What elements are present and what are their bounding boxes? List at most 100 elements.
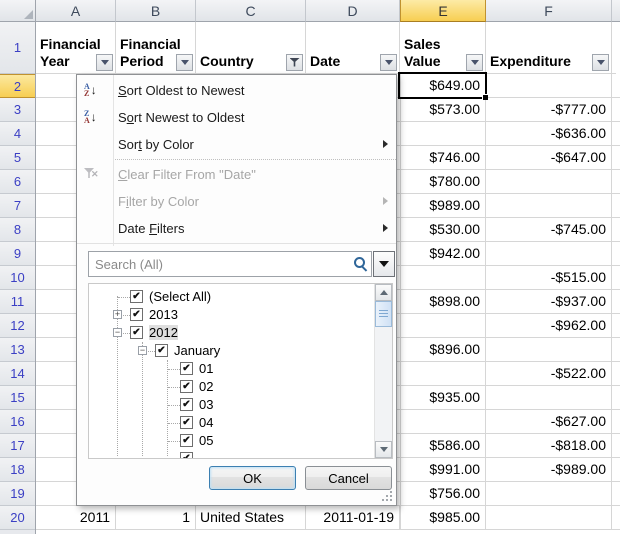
tree-item-2012[interactable]: 2012 — [89, 324, 392, 342]
row-header-5[interactable]: 5 — [0, 146, 35, 170]
cell-e7[interactable]: $989.00 — [400, 194, 486, 217]
tree-item-03[interactable]: 03 — [89, 396, 392, 414]
checkbox-checked[interactable] — [155, 344, 168, 357]
checkbox-checked[interactable] — [130, 308, 143, 321]
cell-f16[interactable]: -$627.00 — [486, 410, 612, 433]
header-cell-sales-value[interactable]: Sales Value — [400, 22, 486, 74]
cell-e19[interactable]: $756.00 — [400, 482, 486, 505]
cell-f9[interactable] — [486, 242, 612, 265]
cell-e6[interactable]: $780.00 — [400, 170, 486, 193]
tree-item-label[interactable]: (Select All) — [149, 289, 212, 304]
row-header-1[interactable]: 1 — [0, 22, 35, 74]
column-header-f[interactable]: F — [486, 0, 612, 22]
cell-e3[interactable]: $573.00 — [400, 98, 486, 121]
cell-e4[interactable] — [400, 122, 486, 145]
cell-b20[interactable]: 1 — [116, 506, 196, 529]
row-header-18[interactable]: 18 — [0, 458, 35, 482]
column-header-g-sliver[interactable] — [612, 0, 620, 22]
cell-e16[interactable] — [400, 410, 486, 433]
cell-f7[interactable] — [486, 194, 612, 217]
tree-item-label-highlighted[interactable]: 2012 — [149, 325, 178, 340]
filter-dropdown-button-expenditure[interactable] — [592, 54, 609, 71]
cell-c20[interactable]: United States — [196, 506, 306, 529]
cell-e14[interactable] — [400, 362, 486, 385]
cell-f4[interactable]: -$636.00 — [486, 122, 612, 145]
search-input[interactable] — [88, 251, 372, 277]
row-header-2-selected[interactable]: 2 — [0, 74, 35, 98]
cell-f17[interactable]: -$818.00 — [486, 434, 612, 457]
row-header-14[interactable]: 14 — [0, 362, 35, 386]
cell-e12[interactable] — [400, 314, 486, 337]
checkbox-checked[interactable] — [180, 416, 193, 429]
tree-item-04[interactable]: 04 — [89, 414, 392, 432]
row-header-8[interactable]: 8 — [0, 218, 35, 242]
select-all-corner[interactable] — [0, 0, 36, 22]
column-header-a[interactable]: A — [36, 0, 116, 22]
row-header-7[interactable]: 7 — [0, 194, 35, 218]
row-header-9[interactable]: 9 — [0, 242, 35, 266]
row-header-10[interactable]: 10 — [0, 266, 35, 290]
row-header-6[interactable]: 6 — [0, 170, 35, 194]
scroll-down-button[interactable] — [375, 441, 392, 458]
cell-e5[interactable]: $746.00 — [400, 146, 486, 169]
cell-e10[interactable] — [400, 266, 486, 289]
cell-f3[interactable]: -$777.00 — [486, 98, 612, 121]
tree-item-partial[interactable] — [89, 450, 392, 458]
row-header-15[interactable]: 15 — [0, 386, 35, 410]
cell-e20[interactable]: $985.00 — [400, 506, 486, 529]
tree-item-label[interactable]: 04 — [199, 415, 214, 430]
checkbox-checked[interactable] — [130, 290, 143, 303]
cell-f19[interactable] — [486, 482, 612, 505]
collapse-minus-icon[interactable] — [138, 346, 147, 355]
header-cell-expenditure[interactable]: Expenditure — [486, 22, 612, 74]
cell-f13[interactable] — [486, 338, 612, 361]
search-dropdown-button[interactable] — [373, 251, 395, 277]
header-cell-financial-year[interactable]: Financial Year — [36, 22, 116, 74]
column-header-d[interactable]: D — [306, 0, 400, 22]
cell-e8[interactable]: $530.00 — [400, 218, 486, 241]
row-header-11[interactable]: 11 — [0, 290, 35, 314]
cell-d20[interactable]: 2011-01-19 — [306, 506, 400, 529]
filter-dropdown-button-sales[interactable] — [466, 54, 483, 71]
cell-f6[interactable] — [486, 170, 612, 193]
column-header-c[interactable]: C — [196, 0, 306, 22]
tree-item-label[interactable]: 01 — [199, 361, 214, 376]
row-header-17[interactable]: 17 — [0, 434, 35, 458]
cell-f8[interactable]: -$745.00 — [486, 218, 612, 241]
cancel-button[interactable]: Cancel — [305, 466, 392, 490]
cell-f2[interactable] — [486, 74, 612, 97]
fill-handle[interactable] — [482, 94, 488, 100]
checkbox-checked[interactable] — [180, 434, 193, 447]
cell-e18[interactable]: $991.00 — [400, 458, 486, 481]
cell-e17[interactable]: $586.00 — [400, 434, 486, 457]
tree-item-02[interactable]: 02 — [89, 378, 392, 396]
filter-active-button-country[interactable] — [286, 54, 303, 71]
resize-grip[interactable] — [390, 499, 392, 501]
column-header-b[interactable]: B — [116, 0, 196, 22]
checkbox-checked[interactable] — [180, 380, 193, 393]
row-header-16[interactable]: 16 — [0, 410, 35, 434]
collapse-minus-icon[interactable] — [113, 328, 122, 337]
cell-a20[interactable]: 2011 — [36, 506, 116, 529]
tree-item-select-all[interactable]: (Select All) — [89, 288, 392, 306]
cell-f12[interactable]: -$962.00 — [486, 314, 612, 337]
tree-item-label[interactable]: 05 — [199, 433, 214, 448]
cell-e13[interactable]: $896.00 — [400, 338, 486, 361]
tree-item-label[interactable]: 2013 — [149, 307, 178, 322]
tree-scrollbar[interactable] — [374, 284, 392, 458]
tree-item-label[interactable]: January — [174, 343, 221, 358]
tree-item-label[interactable]: 03 — [199, 397, 214, 412]
cell-e11[interactable]: $898.00 — [400, 290, 486, 313]
cell-e15[interactable]: $935.00 — [400, 386, 486, 409]
filter-dropdown-button-year[interactable] — [96, 54, 113, 71]
header-cell-country[interactable]: Country — [196, 22, 306, 74]
tree-item-label[interactable]: 02 — [199, 379, 214, 394]
ok-button[interactable]: OK — [209, 466, 296, 490]
expand-plus-icon[interactable] — [113, 310, 122, 319]
cell-f18[interactable]: -$989.00 — [486, 458, 612, 481]
cell-f15[interactable] — [486, 386, 612, 409]
row-header-20[interactable]: 20 — [0, 506, 35, 530]
filter-dropdown-button-period[interactable] — [176, 54, 193, 71]
